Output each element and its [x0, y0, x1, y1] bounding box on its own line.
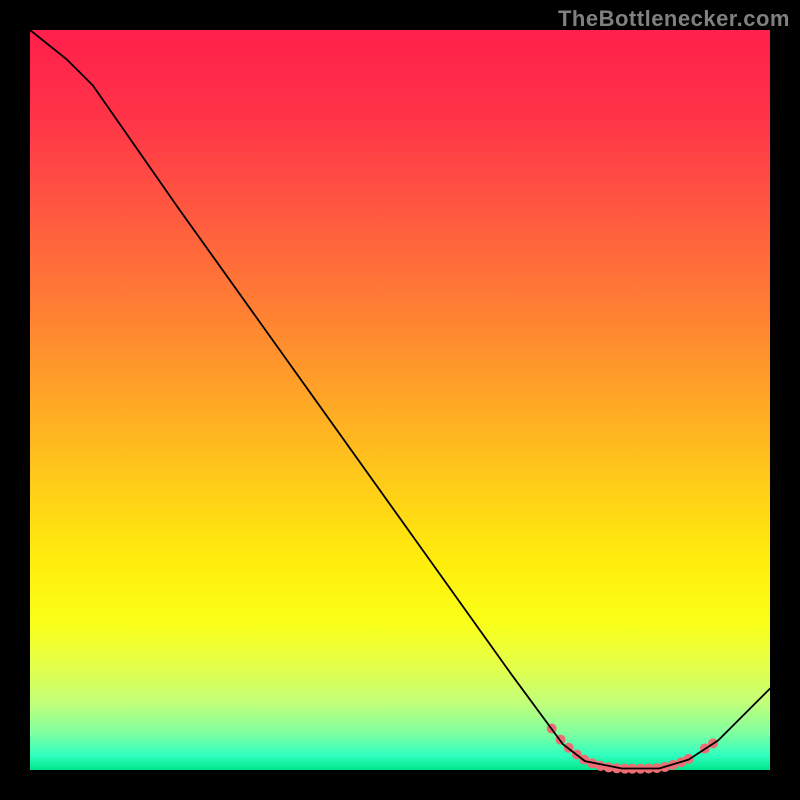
- watermark: TheBottlenecker.com: [558, 6, 790, 32]
- main-line: [30, 30, 770, 769]
- line-chart: [30, 30, 770, 770]
- chart-container: TheBottlenecker.com: [0, 0, 800, 800]
- plot-area: [30, 30, 770, 770]
- markers-group: [547, 724, 718, 774]
